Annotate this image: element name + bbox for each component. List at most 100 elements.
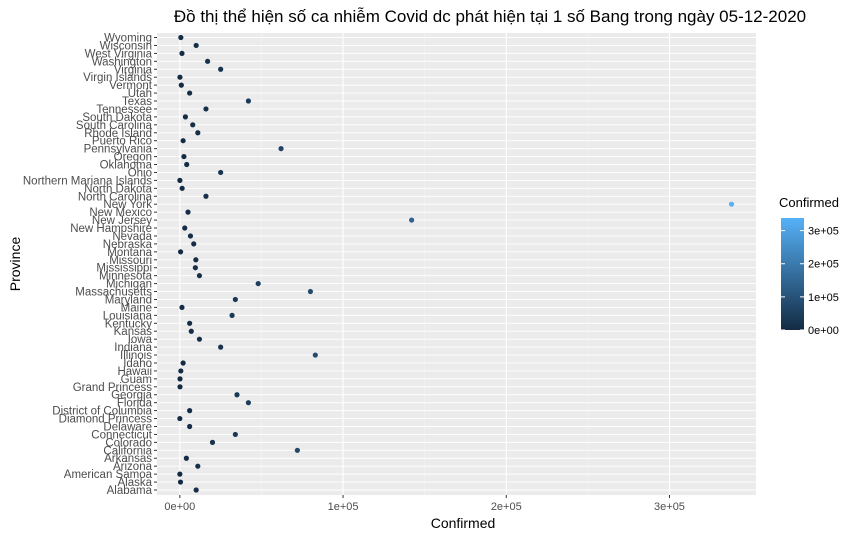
data-point — [178, 368, 184, 374]
y-tick-label: Idaho — [123, 358, 152, 370]
y-tick-label: Pennsylvania — [84, 144, 153, 156]
y-tick-label: Wisconsin — [100, 40, 152, 52]
y-tick-label: South Carolina — [76, 120, 153, 132]
legend-colorbar — [781, 218, 804, 330]
y-tick-label: Washington — [92, 56, 152, 68]
data-point — [178, 34, 184, 41]
x-tick-label: 0e+00 — [164, 501, 195, 513]
y-tick-label: Virgin Islands — [83, 72, 152, 84]
grid-lines — [157, 33, 756, 495]
data-point — [177, 376, 183, 382]
data-point — [294, 447, 300, 453]
legend-title: Confirmed — [779, 195, 839, 210]
data-point — [177, 384, 183, 390]
y-tick-label: California — [103, 445, 152, 457]
data-point — [192, 265, 198, 271]
legend-tick-label: 0e+00 — [808, 325, 839, 337]
data-point — [177, 479, 184, 485]
legend-tick-label: 3e+05 — [808, 226, 839, 238]
data-point — [182, 114, 188, 120]
data-point — [187, 423, 193, 430]
data-point — [187, 408, 193, 414]
y-tick-label: Arizona — [113, 461, 153, 473]
data-point — [180, 138, 186, 144]
data-point — [218, 66, 224, 72]
y-tick-label: Minnesota — [99, 271, 153, 283]
y-tick-label: Missouri — [109, 255, 152, 267]
y-tick-label: Arkansas — [104, 453, 152, 465]
y-tick-label: South Dakota — [82, 112, 152, 124]
data-point — [193, 487, 199, 493]
data-point — [178, 82, 184, 88]
y-tick-label: Florida — [117, 398, 153, 410]
y-tick-label: Nebraska — [103, 239, 153, 251]
data-point — [188, 328, 194, 334]
x-tick-labels: 0e+00 1e+05 2e+05 3e+05 — [164, 495, 685, 513]
x-tick-label: 2e+05 — [491, 501, 522, 513]
data-points — [177, 34, 735, 493]
data-point — [182, 225, 188, 231]
y-tick-label: Delaware — [103, 421, 152, 433]
y-tick-label: Kansas — [114, 326, 153, 338]
data-point — [245, 400, 252, 406]
data-point — [177, 249, 184, 255]
y-tick-label: Kentucky — [105, 318, 153, 330]
data-point — [229, 312, 235, 318]
data-point — [179, 304, 185, 311]
data-point — [177, 415, 183, 422]
y-tick-label: Grand Princess — [73, 382, 153, 394]
data-point — [183, 455, 189, 461]
y-tick-label: Hawaii — [117, 366, 152, 378]
y-tick-label: American Samoa — [64, 469, 153, 481]
data-point — [218, 169, 224, 176]
y-tick-label: Ohio — [128, 167, 152, 179]
x-tick-label: 3e+05 — [654, 501, 685, 513]
y-tick-label: Connecticut — [91, 429, 153, 441]
y-tick-label: Illinois — [120, 350, 152, 362]
data-point — [190, 122, 196, 128]
data-point — [179, 50, 185, 56]
data-point — [307, 288, 314, 295]
y-tick-label: Tennessee — [96, 104, 152, 116]
y-tick-label: Guam — [121, 374, 152, 386]
y-tick-label: Diamond Princess — [59, 414, 153, 426]
data-point — [203, 193, 209, 199]
data-point — [196, 273, 203, 279]
y-tick-label: Maine — [121, 302, 152, 314]
y-tick-label: Maryland — [105, 294, 152, 306]
y-tick-label: New Mexico — [89, 207, 152, 219]
data-point — [187, 320, 193, 326]
legend-tick-label: 2e+05 — [808, 259, 839, 271]
x-axis-label: Confirmed — [431, 515, 496, 531]
data-point — [209, 439, 216, 445]
data-point — [193, 42, 199, 49]
data-point — [204, 58, 211, 64]
legend-ticks: 0e+00 1e+05 2e+05 3e+05 — [781, 226, 839, 337]
y-tick-label: Iowa — [128, 334, 153, 346]
data-point — [232, 431, 238, 438]
y-tick-label: Oklahoma — [100, 160, 153, 172]
data-point — [278, 146, 284, 152]
x-tick-label: 1e+05 — [328, 501, 359, 513]
data-point — [232, 296, 238, 303]
data-point — [218, 344, 224, 350]
y-tick-label: Alabama — [107, 485, 153, 497]
data-point — [191, 241, 197, 247]
y-tick-label: North Carolina — [78, 191, 153, 203]
data-point — [255, 280, 261, 287]
y-tick-label: District of Columbia — [52, 406, 152, 418]
y-tick-label: Georgia — [111, 390, 153, 402]
y-axis-label: Province — [7, 237, 23, 292]
data-point — [177, 74, 183, 80]
y-tick-label: Wyoming — [104, 33, 152, 45]
data-point — [203, 106, 209, 112]
y-tick-label: Montana — [107, 247, 152, 259]
y-tick-label: Oregon — [114, 152, 152, 164]
data-point — [245, 98, 252, 104]
legend-tick-label: 1e+05 — [808, 292, 839, 304]
legend: Confirmed 0e+00 1e+05 2e+05 3e+05 — [779, 195, 839, 337]
y-tick-label: Michigan — [106, 279, 152, 291]
y-tick-label: New Hampshire — [70, 223, 152, 235]
data-point — [180, 360, 186, 366]
